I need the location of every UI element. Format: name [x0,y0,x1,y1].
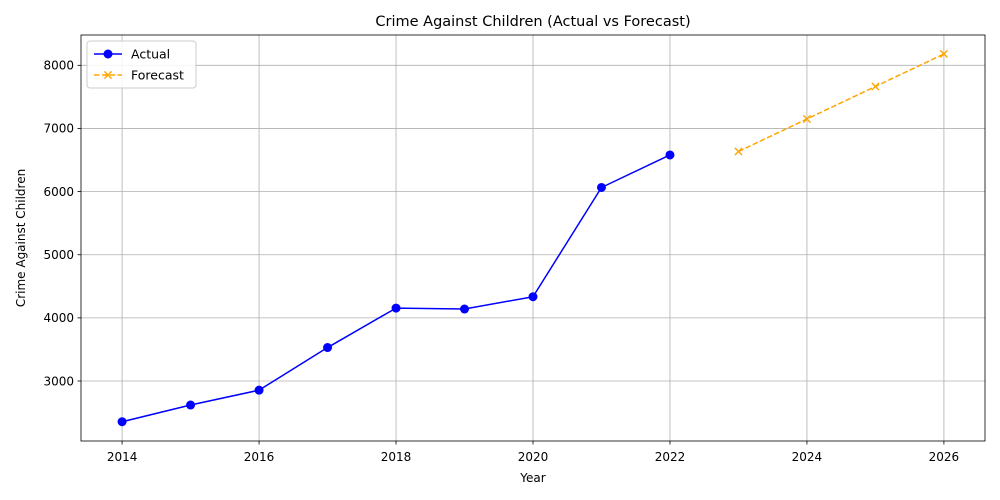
axis-ticks: 2014 2016 2018 2020 2022 2024 2026 3000 4000 5000… [43,59,959,464]
data-point-forecast [734,147,743,156]
marker-stroke [871,82,880,91]
x-tick-label: 2018 [381,450,412,464]
series-forecast [734,49,949,156]
x-tick-label: 2016 [244,450,275,464]
marker-stroke [734,147,743,156]
data-point-actual [391,303,401,313]
legend-marker-forecast [103,70,113,80]
marker-stroke [939,49,949,59]
legend: Actual Forecast [86,40,197,89]
data-point-actual [528,292,538,302]
series-line-forecast [738,53,945,153]
legend-item-actual: Actual [94,47,170,62]
data-point-forecast [802,114,812,124]
data-point-actual [596,182,606,192]
y-tick-label: 5000 [43,248,74,262]
x-tick-label: 2020 [518,450,549,464]
marker-stroke [103,70,113,80]
data-point-actual [254,385,264,395]
legend-item-forecast: Forecast [94,68,184,83]
x-tick-label: 2014 [107,450,138,464]
data-point-actual [460,304,470,314]
legend-label-forecast: Forecast [131,68,184,83]
x-tick-label: 2024 [792,450,823,464]
y-tick-label: 8000 [43,59,74,73]
y-tick-label: 7000 [43,122,74,136]
legend-label-actual: Actual [131,47,170,62]
grid [81,35,985,441]
chart-title: Crime Against Children (Actual vs Foreca… [375,14,690,30]
y-tick-label: 6000 [43,185,74,199]
legend-box [86,40,197,89]
data-point-actual [323,343,333,353]
data-point-actual [665,150,675,160]
y-tick-label: 4000 [43,311,74,325]
data-point-forecast [871,82,880,91]
data-point-forecast [939,49,949,59]
legend-marker-actual [103,49,113,59]
data-point-actual [186,400,196,410]
y-tick-label: 3000 [43,374,74,388]
series-actual [117,150,675,427]
y-axis-label: Crime Against Children [14,169,28,307]
x-tick-label: 2022 [655,450,686,464]
x-tick-label: 2026 [929,450,960,464]
series-layer [117,49,949,427]
data-point-actual [117,417,127,427]
marker-stroke [802,114,812,124]
x-axis-label: Year [519,471,545,485]
